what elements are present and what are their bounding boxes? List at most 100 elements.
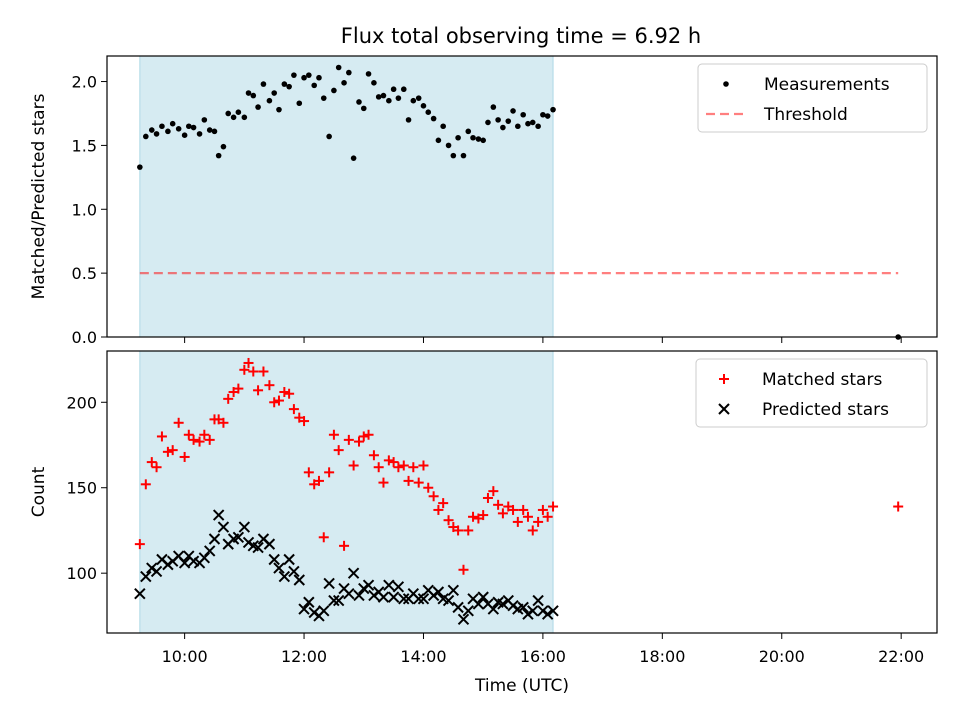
measurement-point — [301, 74, 307, 81]
predicted-star-point — [517, 601, 529, 614]
predicted-star-point — [383, 579, 395, 591]
measurement-point — [206, 127, 213, 133]
predicted-star-point — [432, 586, 445, 598]
predicted-star-point — [273, 562, 285, 574]
cross-b — [217, 521, 230, 533]
measurement-point — [550, 106, 556, 113]
cross-b — [247, 540, 260, 552]
measurement-point — [326, 133, 332, 140]
y-tick-label: 0.5 — [72, 264, 97, 283]
matched-star-point — [258, 366, 269, 377]
measurement-point — [335, 64, 342, 71]
y-tick-label: 200 — [66, 393, 97, 412]
matched-star-point — [313, 475, 324, 486]
cross-b — [172, 550, 185, 562]
predicted-star-point — [387, 591, 400, 603]
matched-star-point — [413, 477, 424, 488]
predicted-star-point — [298, 603, 310, 615]
measurement-point — [470, 134, 476, 141]
matched-star-point — [253, 385, 264, 396]
matched-star-point — [248, 366, 259, 377]
measurement-point — [390, 86, 397, 93]
count-legend: Matched stars Predicted stars — [695, 358, 928, 428]
matched-star-point — [273, 395, 284, 406]
matched-star-point — [418, 460, 429, 471]
y-tick-label: 1.5 — [72, 136, 97, 155]
matched-star-point — [284, 388, 295, 399]
x-tick-label: 14:00 — [400, 647, 446, 666]
matched-star-point — [188, 434, 199, 445]
predicted-star-point — [362, 579, 375, 591]
measurement-point — [346, 69, 352, 76]
ratio-panel: 0.00.51.01.52.0 Matched/Predicted stars … — [29, 55, 938, 347]
measurement-point — [350, 155, 357, 161]
measurement-point — [175, 126, 182, 132]
cross-b — [457, 613, 470, 626]
matched-star-point — [468, 511, 479, 522]
matched-star-point — [518, 504, 529, 515]
measurement-point — [296, 100, 303, 107]
cross-b — [328, 594, 340, 607]
measurement-point — [360, 105, 367, 112]
cross-b — [232, 531, 245, 543]
predicted-star-point — [343, 587, 355, 600]
cross-b — [387, 591, 400, 603]
matched-star-point — [522, 511, 533, 522]
matched-star-point — [488, 486, 499, 497]
y-tick-label: 1.0 — [72, 200, 97, 219]
cross-b — [462, 605, 474, 617]
legend-box — [695, 358, 928, 428]
measurement-point — [215, 152, 222, 159]
predicted-star-point — [198, 552, 211, 564]
measurement-point — [220, 143, 227, 150]
matched-star-point — [453, 525, 464, 536]
cross-b — [547, 605, 559, 617]
predicted-star-point — [278, 570, 291, 583]
matched-star-point — [179, 451, 190, 462]
predicted-star-point — [447, 584, 460, 596]
matched-star-point — [288, 404, 299, 415]
measurement-point — [311, 82, 318, 89]
matched-star-point — [393, 462, 404, 473]
legend-box — [697, 63, 928, 133]
count-axes-frame — [106, 350, 938, 634]
cross-b — [353, 589, 365, 602]
predicted-star-point — [238, 521, 251, 533]
predicted-star-point — [293, 574, 305, 586]
cross-b — [527, 605, 539, 617]
ratio-y-axis: 0.0 0.5 1.0 1.5 2.0 — [72, 73, 107, 347]
predicted-star-point — [442, 594, 455, 607]
measurement-point — [201, 117, 208, 123]
predicted-star-point — [462, 605, 474, 617]
legend-label: Predicted stars — [762, 400, 889, 420]
measurement-point — [245, 90, 252, 96]
measurement-point — [420, 103, 427, 109]
predicted-star-point — [527, 605, 539, 617]
measurement-point — [286, 83, 292, 90]
measurement-point — [341, 80, 347, 86]
predicted-star-point — [263, 538, 276, 550]
predicted-star-point — [353, 589, 365, 602]
matched-star-point — [358, 431, 369, 442]
cross-b — [407, 587, 420, 600]
measurement-point — [425, 109, 432, 115]
ratio-x-ticks — [184, 337, 902, 343]
predicted-star-point — [140, 570, 152, 583]
cross-b — [362, 579, 375, 591]
measurement-point — [500, 124, 506, 131]
matched-star-point — [339, 540, 350, 551]
cross-b — [298, 603, 310, 615]
cross-b — [156, 553, 168, 566]
cross-b — [347, 567, 360, 579]
measurement-point — [316, 74, 322, 81]
matched-star-point — [478, 510, 489, 521]
measurement-point — [241, 114, 248, 121]
matched-star-point — [218, 417, 229, 428]
cross-b — [472, 598, 485, 610]
matched-star-point — [398, 460, 409, 471]
matched-star-point — [482, 492, 493, 503]
x-tick-label: 22:00 — [878, 647, 924, 666]
matched-star-point — [333, 445, 344, 456]
measurement-point — [445, 142, 452, 149]
measurement-point — [165, 128, 171, 135]
